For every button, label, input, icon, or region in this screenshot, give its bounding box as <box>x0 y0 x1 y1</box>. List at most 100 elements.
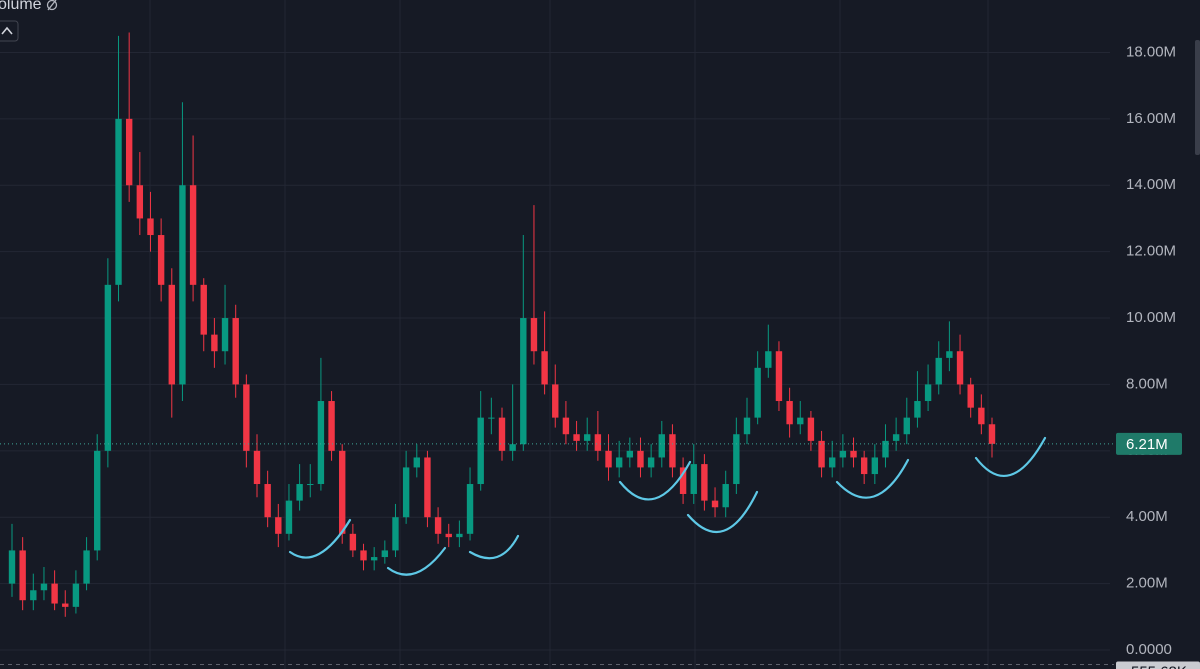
icon-circle <box>46 0 58 11</box>
candle-body <box>871 457 879 475</box>
candle-body <box>296 484 303 501</box>
candle-body <box>743 417 751 435</box>
candle-body <box>690 464 697 494</box>
candle-body <box>424 457 431 518</box>
candle-body <box>541 351 548 385</box>
bottom-label-box <box>1116 661 1200 669</box>
candle-body <box>349 533 357 551</box>
candle-body <box>456 533 463 538</box>
candle-body <box>584 434 591 441</box>
candle-body <box>94 450 101 551</box>
candle-body <box>978 407 985 425</box>
annotation-arc <box>468 534 520 560</box>
candle-body <box>339 450 346 534</box>
y-tick-label: 0.0000 <box>1126 641 1172 658</box>
candle-body <box>189 185 197 285</box>
grid <box>0 51 1110 651</box>
candle-body <box>370 557 378 561</box>
candle-body <box>594 434 602 451</box>
vertical-grid <box>149 0 989 669</box>
candle-body <box>818 440 825 468</box>
candle-body <box>530 318 538 352</box>
y-tick-label: 16.00M <box>1126 110 1176 127</box>
candle-body <box>307 484 314 486</box>
candle-body <box>552 384 559 418</box>
candle-body <box>211 334 218 352</box>
candle-body <box>264 484 271 518</box>
candle-body <box>903 417 910 435</box>
candle-body <box>168 284 175 385</box>
candle-body <box>125 118 133 186</box>
candle-body <box>200 284 207 335</box>
candle-body <box>498 417 506 451</box>
candle-body <box>935 357 942 385</box>
pane-title: olume <box>0 0 42 13</box>
candle-body <box>317 401 325 485</box>
candle-body <box>722 484 729 508</box>
candle-body <box>19 550 26 601</box>
candle-body <box>62 603 69 607</box>
candle-body <box>775 351 783 402</box>
candle-body <box>402 467 410 518</box>
annotation-arc <box>618 460 692 501</box>
y-tick-label: 14.00M <box>1126 176 1176 193</box>
candle-body <box>509 444 516 451</box>
annotation-arc <box>686 490 759 533</box>
collapse-button[interactable] <box>0 20 19 42</box>
candle-body <box>8 550 16 584</box>
candle-body <box>711 500 719 508</box>
candle-body <box>83 550 90 584</box>
candle-body <box>946 351 953 358</box>
candle-body <box>701 464 708 501</box>
candle-body <box>392 517 399 551</box>
bottom-label: -555.68K <box>1126 663 1187 669</box>
candle-body <box>765 351 772 368</box>
annotation-arc <box>288 518 352 559</box>
candle-body <box>647 457 655 468</box>
candle-body <box>626 450 634 458</box>
candle-body <box>360 550 367 561</box>
candle-body <box>40 583 48 591</box>
candle-body <box>882 440 889 458</box>
y-tick-label: 8.00M <box>1126 375 1168 392</box>
candle-body <box>51 583 58 604</box>
scrollbar[interactable] <box>1195 40 1200 155</box>
candle-body <box>956 351 964 385</box>
annotation-arc <box>835 458 910 499</box>
candle-body <box>829 457 836 468</box>
candle-body <box>658 434 665 458</box>
button-chevron <box>1 26 13 35</box>
candle-body <box>839 450 847 458</box>
price-label-box <box>1116 432 1182 455</box>
candle-body <box>445 533 452 538</box>
y-tick-label: 10.00M <box>1126 309 1176 326</box>
candle-body <box>381 550 389 558</box>
candle-body <box>275 517 282 534</box>
candle-body <box>466 484 474 534</box>
candle-body <box>988 424 996 444</box>
y-tick-label: 2.00M <box>1126 575 1168 592</box>
candle-body <box>243 384 250 451</box>
candle-body <box>328 401 335 451</box>
candle-body <box>232 318 239 385</box>
candle-body <box>147 218 154 236</box>
y-tick-label: 12.00M <box>1126 243 1176 260</box>
icon-slash <box>47 0 57 11</box>
annotation-arc <box>974 436 1047 477</box>
settings-icon[interactable] <box>46 0 58 11</box>
candle-body <box>573 434 580 441</box>
candle-body <box>754 367 761 418</box>
candle-body <box>520 318 527 445</box>
candle-body <box>285 500 293 534</box>
candle-body <box>253 450 261 485</box>
candle-body <box>797 417 804 425</box>
candle-body <box>967 384 974 408</box>
candle-body <box>669 434 676 468</box>
price-label: 6.21M <box>1126 436 1168 453</box>
candle-body <box>860 457 868 475</box>
candle-body <box>488 417 495 419</box>
candle-body <box>733 434 740 485</box>
